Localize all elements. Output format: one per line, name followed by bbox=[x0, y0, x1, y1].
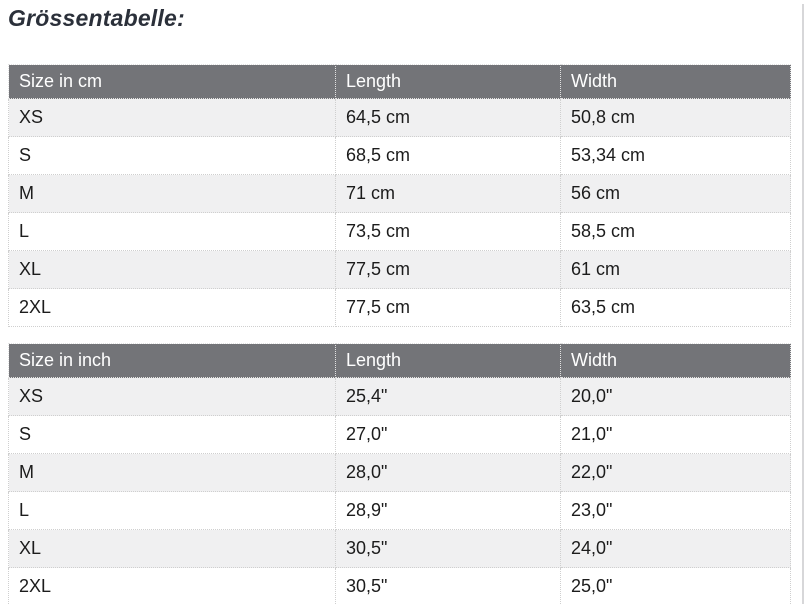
table-row: XL 30,5" 24,0" bbox=[8, 529, 791, 568]
size-chart-page: Grössentabelle: Size in cm Length Width XS 6… bbox=[0, 4, 807, 604]
column-header: Size in inch bbox=[8, 343, 336, 378]
size-cell: 2XL bbox=[8, 567, 336, 604]
width-cell: 50,8 cm bbox=[560, 98, 791, 137]
size-cell: XS bbox=[8, 98, 336, 137]
width-cell: 56 cm bbox=[560, 174, 791, 213]
table-row: XS 64,5 cm 50,8 cm bbox=[8, 98, 791, 137]
width-cell: 25,0" bbox=[560, 567, 791, 604]
size-table-cm: Size in cm Length Width XS 64,5 cm 50,8 cm S 68… bbox=[8, 64, 791, 327]
length-cell: 30,5" bbox=[335, 529, 561, 568]
width-cell: 20,0" bbox=[560, 377, 791, 416]
size-cell: S bbox=[8, 136, 336, 175]
width-cell: 21,0" bbox=[560, 415, 791, 454]
width-cell: 22,0" bbox=[560, 453, 791, 492]
column-header: Length bbox=[335, 343, 561, 378]
size-cell: 2XL bbox=[8, 288, 336, 327]
size-cell: M bbox=[8, 453, 336, 492]
table-row: XS 25,4" 20,0" bbox=[8, 377, 791, 416]
size-tables: Size in cm Length Width XS 64,5 cm 50,8 cm S 68… bbox=[8, 64, 791, 604]
table-row: L 73,5 cm 58,5 cm bbox=[8, 212, 791, 251]
width-cell: 58,5 cm bbox=[560, 212, 791, 251]
width-cell: 24,0" bbox=[560, 529, 791, 568]
width-cell: 61 cm bbox=[560, 250, 791, 289]
table-row: L 28,9" 23,0" bbox=[8, 491, 791, 530]
column-header: Width bbox=[560, 64, 791, 99]
column-header: Width bbox=[560, 343, 791, 378]
table-row: XL 77,5 cm 61 cm bbox=[8, 250, 791, 289]
column-header: Length bbox=[335, 64, 561, 99]
length-cell: 28,9" bbox=[335, 491, 561, 530]
size-cell: XS bbox=[8, 377, 336, 416]
length-cell: 30,5" bbox=[335, 567, 561, 604]
page-title: Grössentabelle: bbox=[8, 5, 185, 31]
page-right-border bbox=[802, 4, 804, 604]
size-cell: XL bbox=[8, 250, 336, 289]
length-cell: 73,5 cm bbox=[335, 212, 561, 251]
header-row: Size in inch Length Width bbox=[8, 343, 791, 378]
table-row: S 68,5 cm 53,34 cm bbox=[8, 136, 791, 175]
table-row: M 28,0" 22,0" bbox=[8, 453, 791, 492]
length-cell: 64,5 cm bbox=[335, 98, 561, 137]
length-cell: 27,0" bbox=[335, 415, 561, 454]
size-cell: S bbox=[8, 415, 336, 454]
size-table-inch: Size in inch Length Width XS 25,4" 20,0" S 27,0… bbox=[8, 343, 791, 604]
length-cell: 25,4" bbox=[335, 377, 561, 416]
length-cell: 28,0" bbox=[335, 453, 561, 492]
size-cell: L bbox=[8, 212, 336, 251]
header-row: Size in cm Length Width bbox=[8, 64, 791, 99]
width-cell: 53,34 cm bbox=[560, 136, 791, 175]
table-row: M 71 cm 56 cm bbox=[8, 174, 791, 213]
column-header: Size in cm bbox=[8, 64, 336, 99]
length-cell: 68,5 cm bbox=[335, 136, 561, 175]
size-cell: M bbox=[8, 174, 336, 213]
table-row: S 27,0" 21,0" bbox=[8, 415, 791, 454]
length-cell: 77,5 cm bbox=[335, 250, 561, 289]
size-cell: L bbox=[8, 491, 336, 530]
length-cell: 71 cm bbox=[335, 174, 561, 213]
size-cell: XL bbox=[8, 529, 336, 568]
length-cell: 77,5 cm bbox=[335, 288, 561, 327]
width-cell: 23,0" bbox=[560, 491, 791, 530]
table-row: 2XL 77,5 cm 63,5 cm bbox=[8, 288, 791, 327]
table-row: 2XL 30,5" 25,0" bbox=[8, 567, 791, 604]
width-cell: 63,5 cm bbox=[560, 288, 791, 327]
